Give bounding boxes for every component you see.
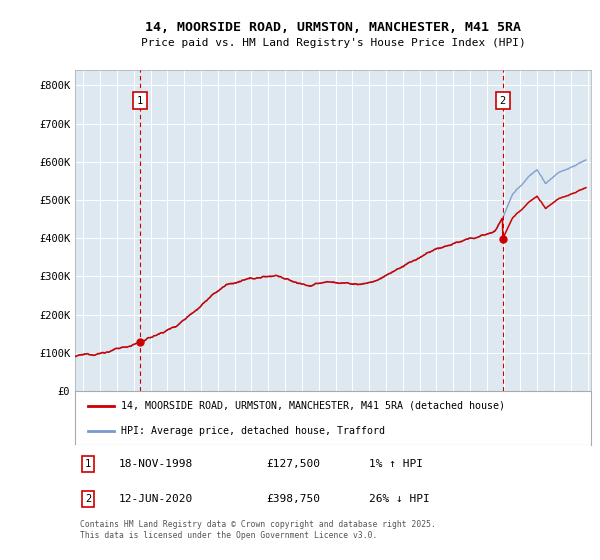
Text: 2: 2: [500, 96, 506, 106]
Text: £398,750: £398,750: [266, 494, 320, 503]
Text: HPI: Average price, detached house, Trafford: HPI: Average price, detached house, Traf…: [121, 426, 385, 436]
Text: Contains HM Land Registry data © Crown copyright and database right 2025.
This d: Contains HM Land Registry data © Crown c…: [80, 520, 436, 539]
Text: 12-JUN-2020: 12-JUN-2020: [119, 494, 193, 503]
Text: 18-NOV-1998: 18-NOV-1998: [119, 459, 193, 469]
Text: 1: 1: [85, 459, 91, 469]
Text: 2: 2: [85, 494, 91, 503]
Text: 1% ↑ HPI: 1% ↑ HPI: [369, 459, 423, 469]
Text: 14, MOORSIDE ROAD, URMSTON, MANCHESTER, M41 5RA: 14, MOORSIDE ROAD, URMSTON, MANCHESTER, …: [145, 21, 521, 34]
Text: 14, MOORSIDE ROAD, URMSTON, MANCHESTER, M41 5RA (detached house): 14, MOORSIDE ROAD, URMSTON, MANCHESTER, …: [121, 401, 505, 410]
Text: Price paid vs. HM Land Registry's House Price Index (HPI): Price paid vs. HM Land Registry's House …: [140, 38, 526, 48]
Text: 26% ↓ HPI: 26% ↓ HPI: [369, 494, 430, 503]
Text: 1: 1: [137, 96, 143, 106]
Text: £127,500: £127,500: [266, 459, 320, 469]
